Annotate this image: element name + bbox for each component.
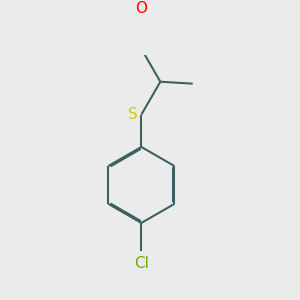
Text: Cl: Cl [134, 256, 149, 271]
Text: O: O [135, 1, 147, 16]
Text: S: S [128, 107, 138, 122]
